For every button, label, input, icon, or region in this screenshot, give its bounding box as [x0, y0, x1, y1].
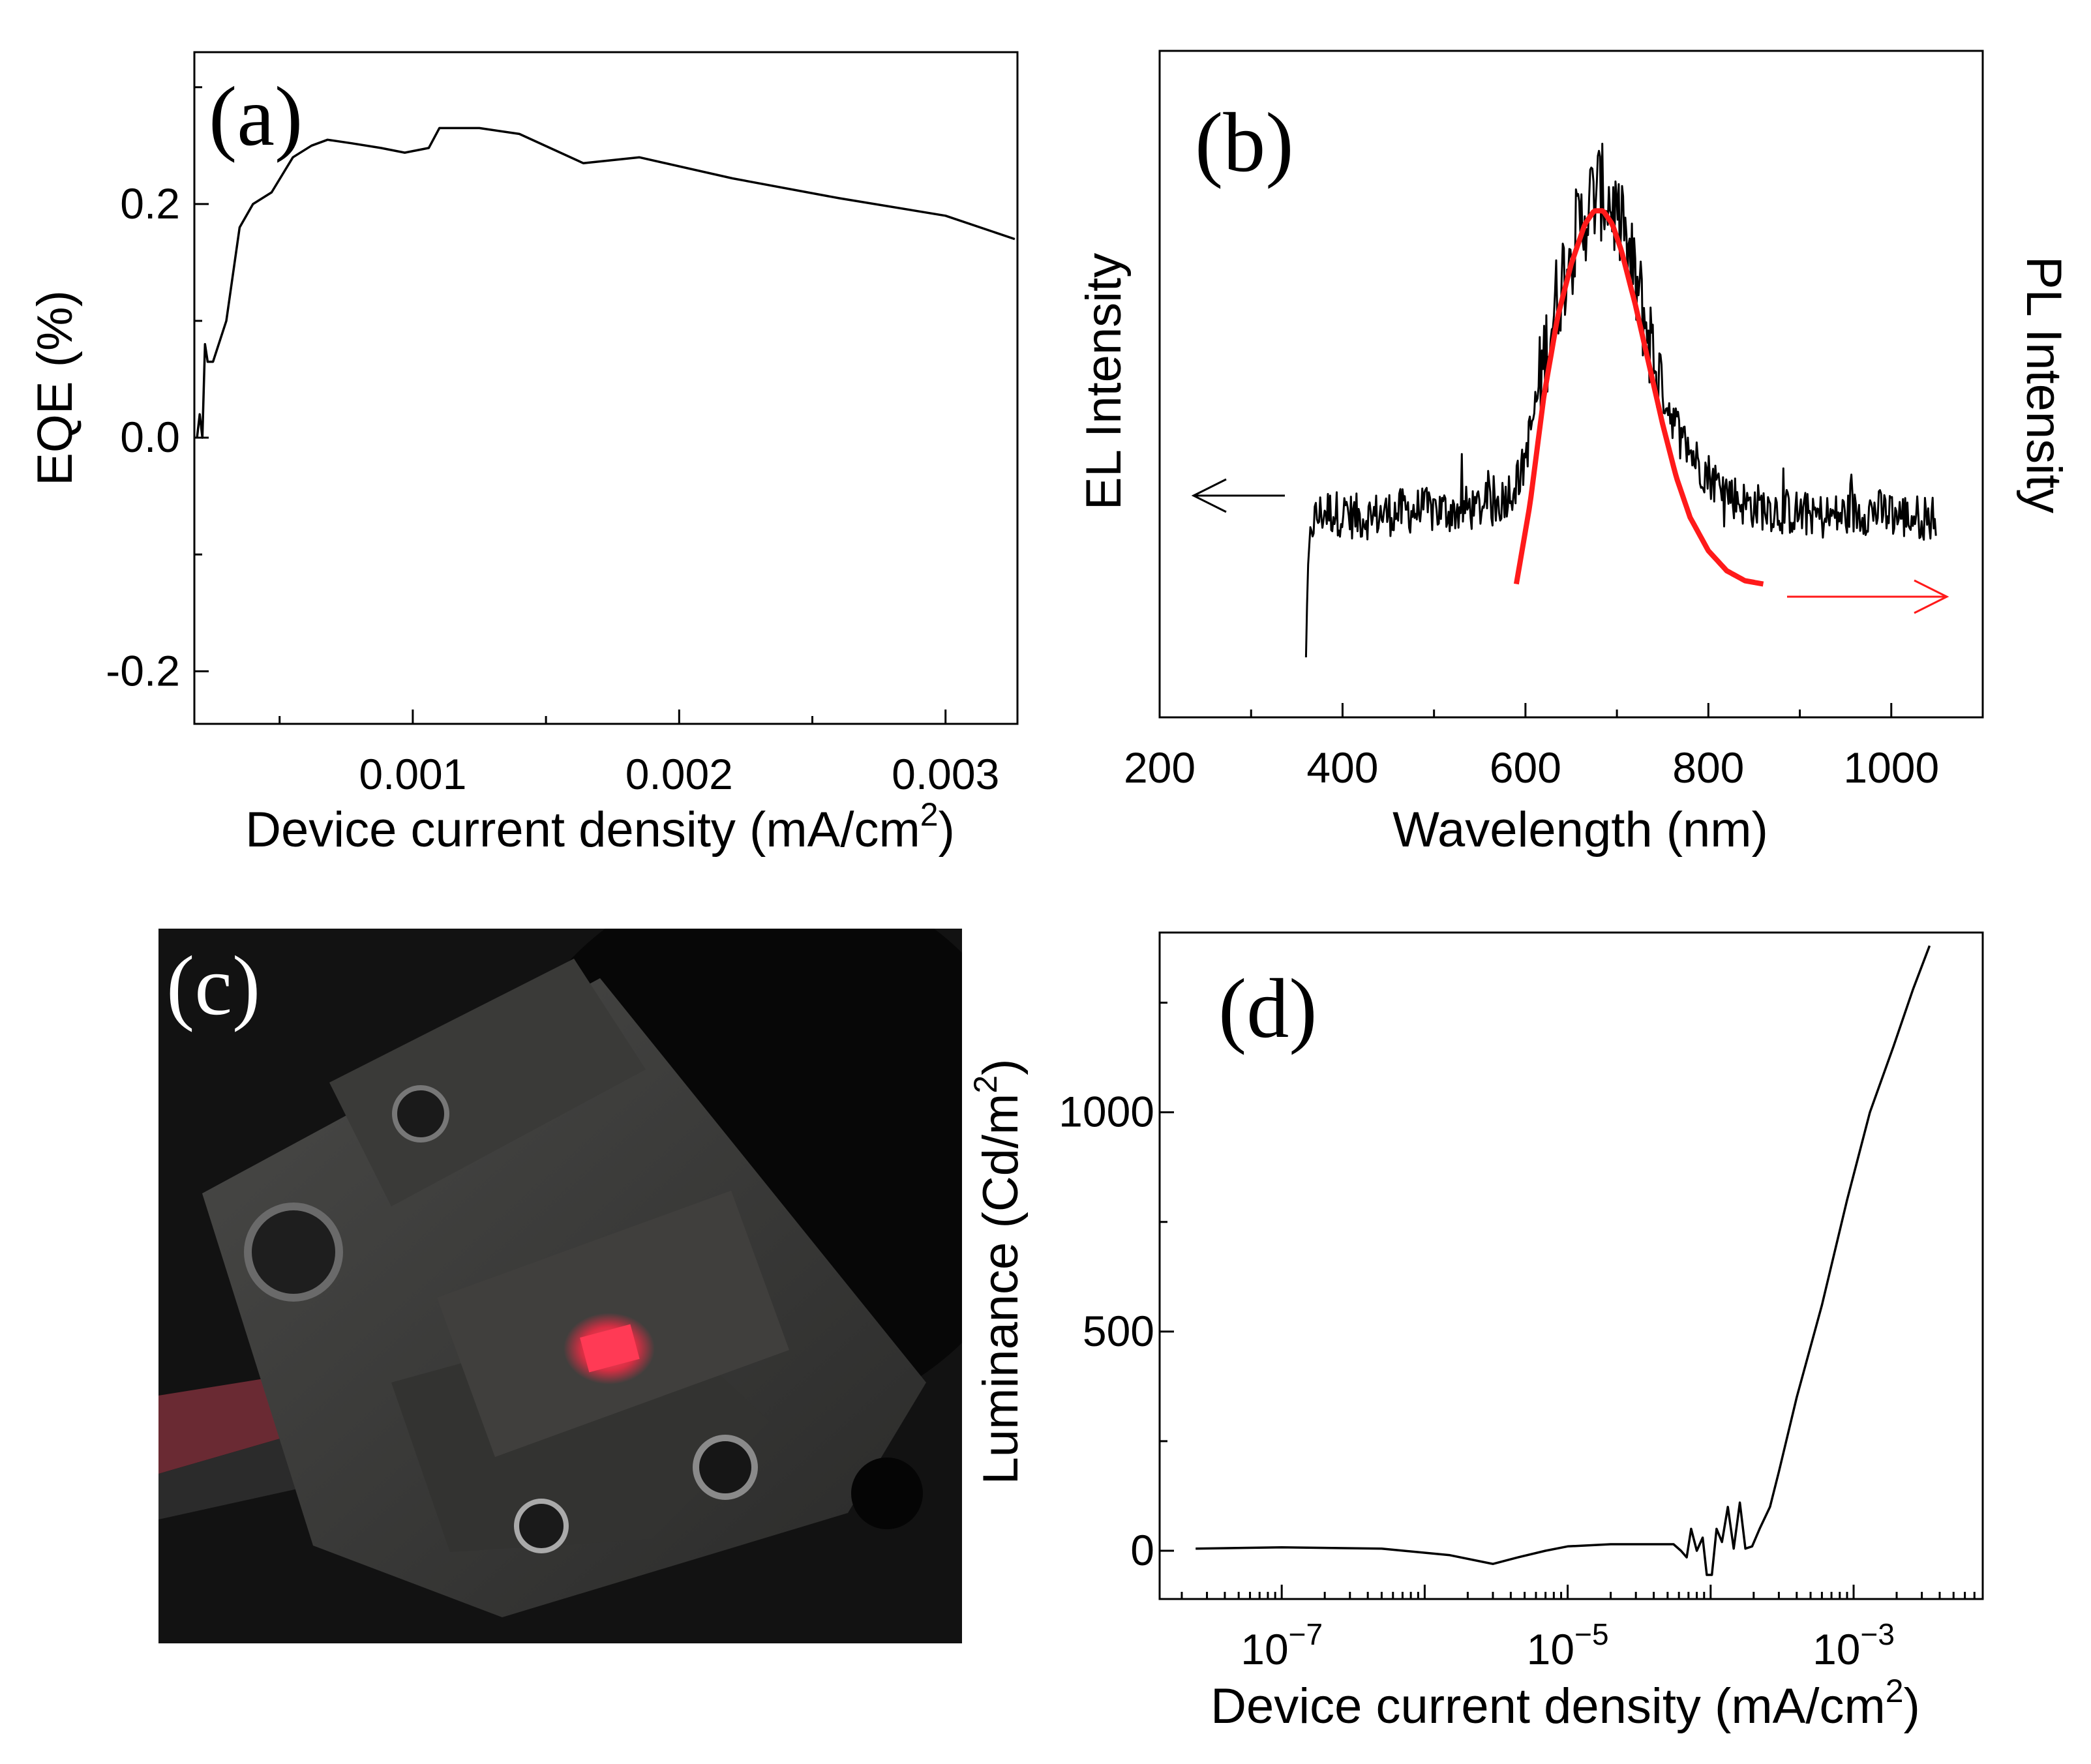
panel-d-x-tick-label-exponent: −7	[1289, 1617, 1323, 1651]
panel-a-plot-frame	[193, 51, 1019, 725]
panel-d-y-tick-label: 1000	[1059, 1088, 1154, 1136]
panel-d-x-tick-label-exponent: −3	[1861, 1617, 1895, 1651]
panel-d-y-tick-label: 500	[1083, 1307, 1154, 1355]
panel-d-x-axis-label-end: )	[1904, 1679, 1920, 1734]
panel-b-x-ticks: 200 400 600 800 1000	[1124, 703, 1939, 792]
panel-d-luminance-curve	[1196, 945, 1931, 1576]
panel-b-x-tick-label: 200	[1124, 743, 1196, 792]
panel-d-y-axis-label-main: Luminance (Cd/m	[973, 1094, 1029, 1485]
panel-b-y-axis-label-right: PL Intensity	[2016, 256, 2071, 513]
panel-a-y-tick-label: 0.2	[120, 179, 180, 228]
panel-d-x-tick-label: 10−3	[1813, 1617, 1895, 1673]
panel-a-y-ticks: -0.2 0.0 0.2	[106, 86, 209, 695]
panel-c-device-photo: (c)	[158, 929, 962, 1643]
photo-cable	[158, 1376, 293, 1474]
panel-b-x-tick-label: 600	[1490, 743, 1561, 792]
panel-b-right-arrow	[1787, 579, 1949, 614]
panel-d-y-axis-label: Luminance (Cd/m2)	[967, 1059, 1029, 1485]
panel-b-plot-frame	[1158, 50, 1984, 719]
panel-a-y-tick-label: -0.2	[106, 646, 180, 695]
panel-d-y-tick-label: 0	[1130, 1526, 1154, 1574]
panel-b-left-arrow	[1191, 478, 1285, 513]
panel-a-x-axis-label: Device current density (mA/cm2)	[245, 796, 955, 858]
photo-screw-1	[392, 1085, 449, 1143]
panel-b-x-axis-label: Wavelength (nm)	[1392, 802, 1768, 858]
panel-b-y-axis-label-left: EL Intensity	[1076, 253, 1132, 510]
panel-d-x-tick-label: 10−5	[1527, 1617, 1609, 1673]
panel-a-x-tick-label: 0.001	[359, 750, 466, 798]
photo-clamp-plate	[329, 959, 646, 1206]
panel-a-x-axis-label-sup: 2	[920, 796, 939, 833]
panel-b-label: (b)	[1195, 96, 1294, 190]
photo-cable-shadow	[158, 1435, 307, 1519]
panel-d-y-axis-label-sup: 2	[967, 1075, 1004, 1094]
panel-b-pl-series	[1513, 208, 1764, 587]
panel-b-x-tick-label: 800	[1672, 743, 1744, 792]
panel-a-x-axis-label-end: )	[939, 802, 955, 858]
panel-d-plot-frame	[1158, 931, 1984, 1600]
panel-a-x-axis-label-main: Device current density (mA/cm	[245, 802, 920, 858]
panel-d-x-axis-label: Device current density (mA/cm2)	[1211, 1673, 1920, 1734]
panel-d-x-tick-label-base: 10	[1241, 1625, 1288, 1673]
panel-b-spectrum-chart: 200 400 600 800 1000 (b) EL Intensity PL Int…	[1076, 50, 2071, 858]
panel-c-label: (c)	[166, 939, 260, 1033]
panel-d-x-tick-label-base: 10	[1527, 1625, 1574, 1673]
photo-screw-4	[514, 1499, 569, 1553]
panel-d-x-axis-label-sup: 2	[1886, 1673, 1904, 1709]
panel-a-x-tick-label: 0.003	[892, 750, 999, 798]
photo-emitting-pixel	[580, 1324, 640, 1373]
panel-d-x-axis-label-main: Device current density (mA/cm	[1211, 1679, 1886, 1734]
panel-d-y-ticks: 0 500 1000	[1059, 1002, 1174, 1574]
photo-screw-3	[693, 1435, 758, 1500]
photo-hole	[851, 1458, 923, 1529]
panel-a-label: (a)	[209, 70, 303, 164]
panel-a-eqe-curve	[196, 127, 1015, 439]
panel-a-x-tick-label: 0.002	[625, 750, 733, 798]
photo-screw-2	[244, 1203, 343, 1302]
panel-d-label: (d)	[1218, 962, 1317, 1056]
panel-d-x-ticks: 10−7 10−5 10−3	[1181, 1585, 1984, 1673]
panel-b-x-tick-label: 1000	[1843, 743, 1939, 792]
panel-d-x-tick-label: 10−7	[1241, 1617, 1323, 1673]
panel-b-x-tick-label: 400	[1306, 743, 1378, 792]
panel-a-eqe-chart: 0.001 0.002 0.003 -0.2 0.0 0.2 (a) EQE (%) D…	[27, 51, 1019, 858]
panel-a-y-tick-label: 0.0	[120, 413, 180, 461]
panel-b-el-series	[1304, 142, 1937, 658]
panel-d-x-tick-label-exponent: −5	[1574, 1617, 1608, 1651]
panel-d-y-axis-label-end: )	[973, 1059, 1029, 1075]
panel-a-x-ticks: 0.001 0.002 0.003	[278, 710, 999, 798]
panel-a-y-axis-label: EQE (%)	[27, 290, 83, 486]
panel-d-x-tick-label-base: 10	[1813, 1625, 1860, 1673]
